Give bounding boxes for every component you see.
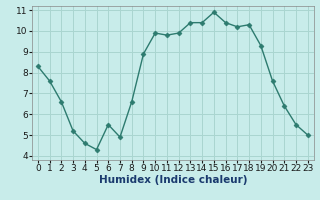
X-axis label: Humidex (Indice chaleur): Humidex (Indice chaleur)	[99, 175, 247, 185]
